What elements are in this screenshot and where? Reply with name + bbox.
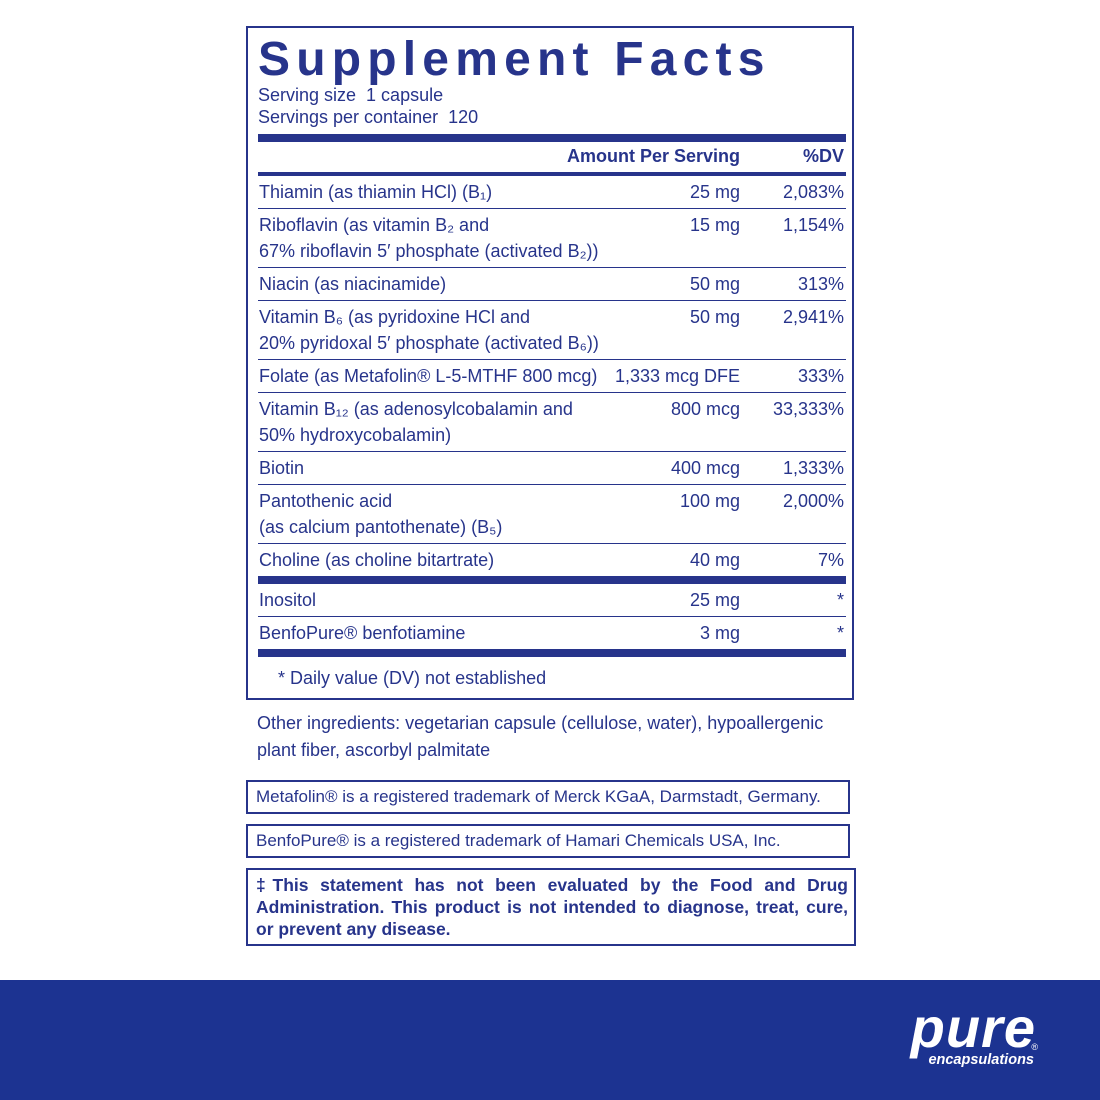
logo-tagline: encapsulations: [928, 1052, 1034, 1068]
header-row: Amount Per Serving %DV: [258, 142, 846, 172]
text-line: Other ingredients: vegetarian capsule (c…: [257, 713, 824, 733]
nutrient-name: Folate (as Metafolin® L-5-MTHF 800 mcg): [258, 360, 846, 392]
nutrient-row: Pantothenic acid (as calcium pantothenate…: [258, 485, 846, 544]
name-line: 67% riboflavin 5′ phosphate (activated B…: [259, 241, 599, 261]
amount: 1,333 mcg DFE: [614, 366, 740, 386]
daily-value: 2,000%: [782, 491, 844, 511]
nutrient-row: Biotin 400 mcg 1,333%: [258, 452, 846, 485]
nutrient-row: Niacin (as niacinamide) 50 mg 313%: [258, 268, 846, 301]
footnote: * Daily value (DV) not established: [278, 668, 547, 688]
nutrient-name: Niacin (as niacinamide): [258, 268, 846, 300]
servings-per-container: Servings per container 120: [258, 107, 479, 127]
medium-rule: [258, 172, 846, 176]
text-line: plant fiber, ascorbyl palmitate: [257, 740, 491, 760]
amount: 50 mg: [689, 274, 740, 294]
daily-value: 313%: [797, 274, 844, 294]
nutrient-name: BenfoPure® benfotiamine: [258, 617, 846, 649]
amount: 50 mg: [689, 307, 740, 327]
daily-value: *: [836, 590, 844, 610]
panel-title: Supplement Facts: [258, 33, 771, 86]
name-line: Biotin: [259, 458, 305, 478]
name-line: Inositol: [259, 590, 317, 610]
nutrient-row: Thiamin (as thiamin HCl) (B₁) 25 mg 2,083%: [258, 176, 846, 209]
nutrient-name: Thiamin (as thiamin HCl) (B₁): [258, 176, 846, 208]
name-line: Pantothenic acid: [259, 491, 393, 511]
name-line: BenfoPure® benfotiamine: [259, 623, 466, 643]
nutrient-row: Vitamin B₁₂ (as adenosylcobalamin and 50%…: [258, 393, 846, 452]
nutrient-name: Vitamin B₁₂ (as adenosylcobalamin and 50%…: [258, 393, 846, 451]
brand-banner: pure ® encapsulations: [0, 980, 1100, 1100]
amount: 15 mg: [689, 215, 740, 235]
name-line: 50% hydroxycobalamin): [259, 425, 452, 445]
thick-rule: [258, 649, 846, 657]
nutrient-name: Biotin: [258, 452, 846, 484]
daily-value: 33,333%: [772, 399, 844, 419]
logo-mark: ®: [1031, 1042, 1038, 1052]
facts-panel: Supplement Facts Serving size 1 capsule …: [246, 26, 854, 700]
nutrient-name: Pantothenic acid (as calcium pantothenate…: [258, 485, 846, 543]
dv-header: %DV: [802, 146, 844, 166]
amount: 40 mg: [689, 550, 740, 570]
nutrient-row: Vitamin B₆ (as pyridoxine HCl and 20% pyr…: [258, 301, 846, 360]
disclaimer: ‡This statement has not been evaluated b…: [246, 868, 856, 946]
name-line: Vitamin B₁₂ (as adenosylcobalamin and: [259, 399, 573, 419]
name-line: Niacin (as niacinamide): [259, 274, 447, 294]
thick-rule: [258, 576, 846, 584]
name-line: Thiamin (as thiamin HCl) (B₁): [259, 182, 493, 202]
nutrient-name: Choline (as choline bitartrate): [258, 544, 846, 576]
trademark-note: BenfoPure® is a registered trademark of …: [246, 824, 850, 858]
other-ingredients: Other ingredients: vegetarian capsule (c…: [257, 710, 823, 764]
nutrient-name: Vitamin B₆ (as pyridoxine HCl and 20% pyr…: [258, 301, 846, 359]
nutrient-name: Riboflavin (as vitamin B₂ and 67% ribofla…: [258, 209, 846, 267]
logo-name: pure: [910, 996, 1036, 1059]
nutrient-row: Riboflavin (as vitamin B₂ and 67% ribofla…: [258, 209, 846, 268]
amount: 3 mg: [699, 623, 740, 643]
name-line: Riboflavin (as vitamin B₂ and: [259, 215, 490, 235]
amount: 25 mg: [689, 182, 740, 202]
name-line: 20% pyridoxal 5′ phosphate (activated B₆…: [259, 333, 599, 353]
name-line: Folate (as Metafolin® L-5-MTHF 800 mcg): [259, 366, 598, 386]
nutrient-name: Inositol: [258, 584, 846, 616]
daily-value: 2,941%: [782, 307, 844, 327]
serving-size: Serving size 1 capsule: [258, 85, 444, 105]
daily-value: 2,083%: [782, 182, 844, 202]
amount: 25 mg: [689, 590, 740, 610]
other-rows: Inositol 25 mg * BenfoPure® benfotiamine 3 m…: [258, 584, 846, 649]
daily-value: 1,154%: [782, 215, 844, 235]
amount: 100 mg: [679, 491, 740, 511]
thick-rule: [258, 134, 846, 142]
daily-value: *: [836, 623, 844, 643]
nutrient-row: Choline (as choline bitartrate) 40 mg 7%: [258, 544, 846, 576]
nutrient-rows: Thiamin (as thiamin HCl) (B₁) 25 mg 2,083%…: [258, 176, 846, 576]
facts-table: Amount Per Serving %DV Thiamin (as thiam…: [258, 134, 846, 657]
nutrient-row: BenfoPure® benfotiamine 3 mg *: [258, 617, 846, 649]
daily-value: 1,333%: [782, 458, 844, 478]
nutrient-row: Inositol 25 mg *: [258, 584, 846, 617]
amount: 800 mcg: [670, 399, 740, 419]
name-line: (as calcium pantothenate) (B₅): [259, 517, 503, 537]
name-line: Choline (as choline bitartrate): [259, 550, 495, 570]
amount: 400 mcg: [670, 458, 740, 478]
nutrient-row: Folate (as Metafolin® L-5-MTHF 800 mcg) 1…: [258, 360, 846, 393]
amount-header: Amount Per Serving: [566, 146, 740, 166]
daily-value: 7%: [817, 550, 844, 570]
trademark-note: Metafolin® is a registered trademark of …: [246, 780, 850, 814]
daily-value: 333%: [797, 366, 844, 386]
name-line: Vitamin B₆ (as pyridoxine HCl and: [259, 307, 531, 327]
